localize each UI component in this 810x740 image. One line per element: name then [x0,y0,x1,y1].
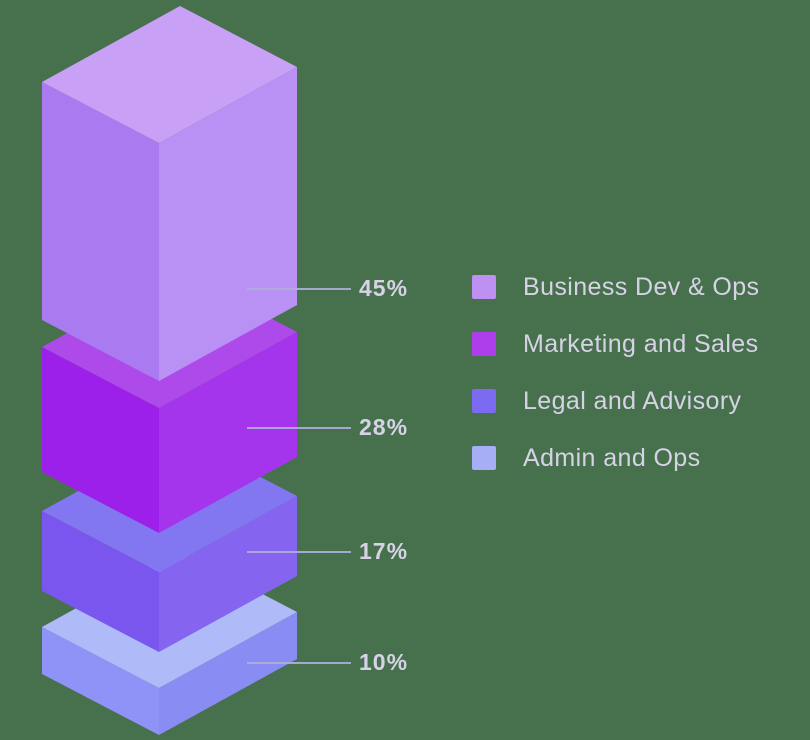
face-left-legal-and-advisory [42,511,159,652]
value-label-marketing-sales: 28% [359,413,409,440]
legend-swatch-legal-advisory [472,389,496,413]
face-right-business-dev-and-ops [159,67,297,381]
value-label-legal-advisory: 17% [359,537,409,564]
legend-label-admin-ops: Admin and Ops [523,443,701,472]
value-label-admin-ops: 10% [359,648,409,675]
legend-swatch-marketing-sales [472,332,496,356]
face-left-business-dev-and-ops [42,82,159,381]
face-right-admin-and-ops [159,612,297,735]
face-left-admin-and-ops [42,627,159,735]
face-left-marketing-and-sales [42,347,159,533]
value-label-business-dev-ops: 45% [359,274,409,301]
legend-swatch-business-dev-ops [472,275,496,299]
face-top-business-dev-and-ops [42,6,297,143]
bar-segment-business-dev-and-ops [42,6,297,381]
legend-label-marketing-sales: Marketing and Sales [523,329,759,358]
face-right-legal-and-advisory [159,496,297,652]
legend-item-marketing-sales: Marketing and Sales [472,329,759,358]
face-right-marketing-and-sales [159,332,297,533]
legend-swatch-admin-ops [472,446,496,470]
legend-label-legal-advisory: Legal and Advisory [523,386,742,415]
legend-item-legal-advisory: Legal and Advisory [472,386,759,415]
legend-label-business-dev-ops: Business Dev & Ops [523,272,760,301]
legend-item-business-dev-ops: Business Dev & Ops [472,272,760,301]
legend: Business Dev & Ops Marketing and Sales L… [472,272,760,503]
legend-item-admin-ops: Admin and Ops [472,443,759,472]
